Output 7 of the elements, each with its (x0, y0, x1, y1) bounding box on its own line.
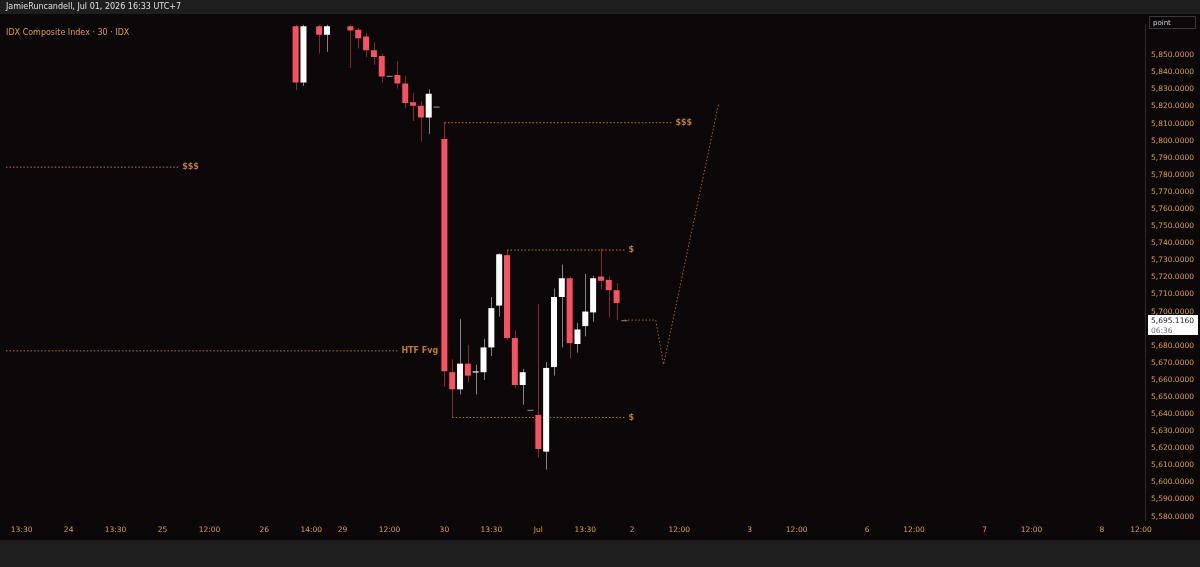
series-label: $ (628, 245, 635, 255)
series-label: $$$ (675, 117, 693, 127)
series-label: HTF Fvg (401, 345, 439, 355)
text: IDX Composite Index · 30 · IDX (6, 27, 130, 37)
series-label: $$$ (182, 162, 200, 172)
chart-subtitle: JamieRuncandell, Jul 01, 2026 16:33 UTC+7 (4, 1, 183, 13)
series-label: $ (628, 412, 635, 422)
